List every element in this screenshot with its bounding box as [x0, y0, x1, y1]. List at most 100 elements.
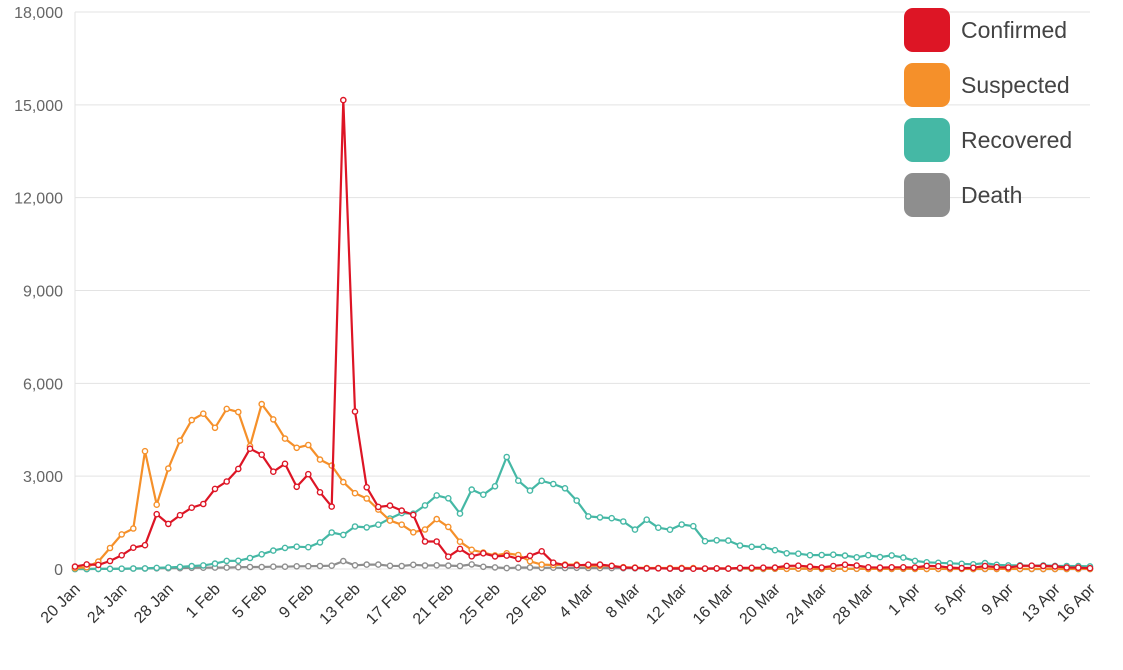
data-point-confirmed[interactable]: [129, 544, 137, 552]
data-point-suspected[interactable]: [386, 517, 394, 524]
data-point-recovered[interactable]: [363, 524, 371, 531]
data-point-recovered[interactable]: [853, 554, 861, 561]
data-point-recovered[interactable]: [351, 523, 359, 530]
data-point-recovered[interactable]: [585, 513, 592, 520]
data-point-confirmed[interactable]: [164, 520, 172, 528]
data-point-recovered[interactable]: [783, 550, 791, 557]
data-point-death[interactable]: [281, 563, 289, 571]
data-point-confirmed[interactable]: [771, 564, 779, 571]
data-point-suspected[interactable]: [456, 538, 464, 546]
data-point-death[interactable]: [444, 562, 452, 569]
data-point-suspected[interactable]: [188, 416, 195, 424]
data-point-confirmed[interactable]: [865, 564, 872, 571]
data-point-confirmed[interactable]: [830, 562, 837, 570]
data-point-recovered[interactable]: [911, 557, 919, 565]
data-point-recovered[interactable]: [444, 494, 452, 502]
data-point-death[interactable]: [433, 562, 441, 569]
data-point-recovered[interactable]: [374, 521, 382, 529]
data-point-confirmed[interactable]: [468, 553, 476, 560]
data-point-suspected[interactable]: [258, 400, 266, 408]
data-point-confirmed[interactable]: [339, 96, 347, 104]
legend-item-suspected[interactable]: Suspected: [904, 63, 1072, 107]
data-point-death[interactable]: [386, 562, 394, 570]
legend-item-recovered[interactable]: Recovered: [904, 118, 1072, 162]
data-point-confirmed[interactable]: [1051, 563, 1059, 570]
data-point-confirmed[interactable]: [479, 550, 487, 557]
data-point-recovered[interactable]: [339, 531, 347, 539]
legend-item-death[interactable]: Death: [904, 173, 1072, 217]
data-point-death[interactable]: [479, 563, 487, 571]
data-point-recovered[interactable]: [433, 492, 441, 499]
data-point-confirmed[interactable]: [608, 562, 616, 570]
data-point-death[interactable]: [398, 562, 406, 570]
data-point-confirmed[interactable]: [141, 541, 149, 549]
data-point-recovered[interactable]: [176, 563, 184, 571]
data-point-death[interactable]: [468, 561, 476, 568]
data-point-confirmed[interactable]: [316, 488, 324, 496]
data-point-recovered[interactable]: [830, 551, 837, 559]
data-point-confirmed[interactable]: [246, 445, 254, 453]
data-point-recovered[interactable]: [456, 510, 464, 517]
data-point-recovered[interactable]: [631, 526, 639, 533]
data-point-recovered[interactable]: [164, 564, 172, 571]
data-point-confirmed[interactable]: [888, 564, 896, 571]
data-point-confirmed[interactable]: [503, 552, 511, 559]
data-point-confirmed[interactable]: [900, 564, 907, 571]
data-point-suspected[interactable]: [118, 531, 125, 538]
data-point-suspected[interactable]: [538, 561, 546, 568]
data-point-death[interactable]: [491, 564, 499, 571]
data-point-confirmed[interactable]: [491, 553, 499, 560]
data-point-confirmed[interactable]: [328, 503, 336, 510]
data-point-confirmed[interactable]: [1005, 564, 1012, 571]
data-point-recovered[interactable]: [573, 497, 581, 504]
data-point-recovered[interactable]: [678, 521, 686, 528]
data-point-confirmed[interactable]: [620, 564, 627, 571]
data-point-confirmed[interactable]: [1075, 564, 1082, 572]
data-point-confirmed[interactable]: [993, 563, 1001, 571]
data-point-confirmed[interactable]: [713, 565, 721, 572]
data-point-confirmed[interactable]: [71, 563, 79, 570]
data-point-recovered[interactable]: [269, 547, 277, 554]
data-point-recovered[interactable]: [129, 565, 137, 572]
data-point-death[interactable]: [515, 564, 522, 571]
data-point-recovered[interactable]: [234, 557, 242, 565]
data-point-suspected[interactable]: [339, 478, 347, 486]
data-point-suspected[interactable]: [164, 465, 172, 472]
data-point-suspected[interactable]: [153, 501, 160, 509]
data-point-recovered[interactable]: [106, 565, 114, 573]
data-point-suspected[interactable]: [351, 489, 359, 497]
data-point-recovered[interactable]: [643, 516, 651, 524]
data-point-confirmed[interactable]: [176, 511, 184, 519]
data-point-confirmed[interactable]: [690, 565, 697, 573]
data-point-recovered[interactable]: [620, 518, 627, 525]
data-point-confirmed[interactable]: [701, 565, 709, 572]
data-point-recovered[interactable]: [701, 537, 709, 545]
data-point-death[interactable]: [328, 562, 336, 570]
data-point-confirmed[interactable]: [118, 552, 125, 559]
data-point-confirmed[interactable]: [95, 561, 102, 569]
data-point-suspected[interactable]: [444, 523, 452, 531]
data-point-death[interactable]: [409, 561, 417, 569]
data-point-confirmed[interactable]: [293, 483, 301, 491]
data-point-recovered[interactable]: [748, 543, 756, 551]
data-point-confirmed[interactable]: [386, 502, 394, 509]
data-point-recovered[interactable]: [713, 537, 721, 544]
data-point-suspected[interactable]: [223, 405, 230, 413]
data-point-death[interactable]: [293, 563, 301, 570]
data-point-confirmed[interactable]: [444, 553, 452, 561]
data-point-confirmed[interactable]: [981, 562, 989, 570]
data-point-confirmed[interactable]: [106, 557, 114, 565]
data-point-suspected[interactable]: [363, 495, 371, 502]
data-point-suspected[interactable]: [234, 408, 242, 416]
data-point-death[interactable]: [223, 564, 230, 571]
data-point-death[interactable]: [269, 563, 277, 571]
data-point-confirmed[interactable]: [398, 507, 406, 514]
data-point-confirmed[interactable]: [456, 545, 464, 553]
data-point-recovered[interactable]: [806, 551, 814, 559]
data-point-suspected[interactable]: [468, 546, 476, 554]
data-point-suspected[interactable]: [421, 526, 429, 533]
data-point-confirmed[interactable]: [876, 564, 884, 571]
data-point-confirmed[interactable]: [199, 500, 207, 508]
data-point-recovered[interactable]: [188, 562, 195, 570]
data-point-confirmed[interactable]: [853, 562, 861, 569]
